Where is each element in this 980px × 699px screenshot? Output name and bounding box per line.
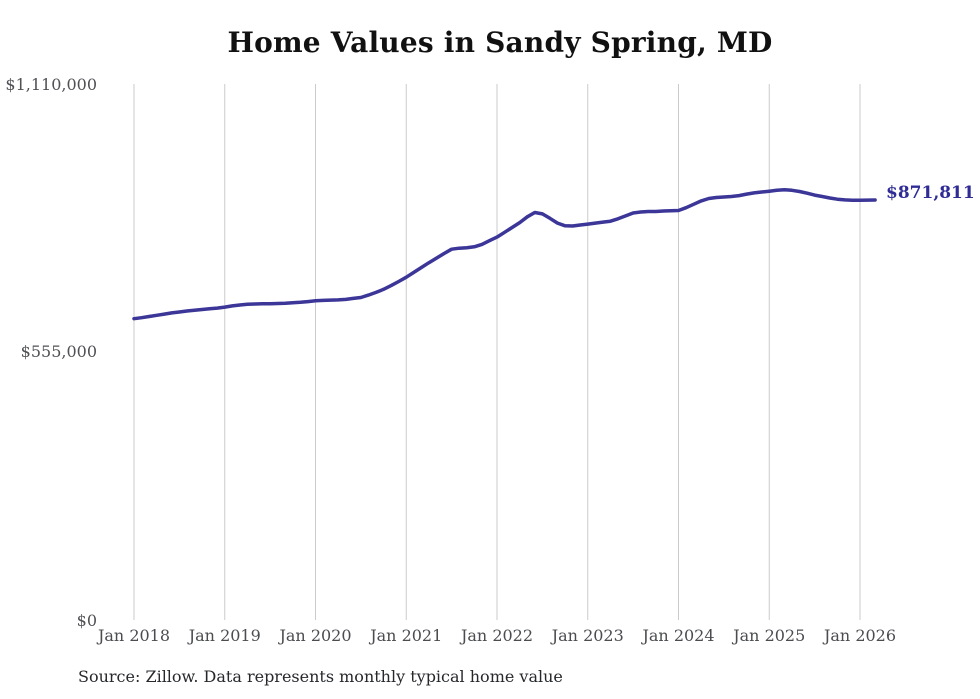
x-axis-label: Jan 2026: [823, 626, 897, 645]
y-axis-label-zero: $0: [76, 611, 97, 630]
x-axis-label: Jan 2019: [188, 626, 261, 645]
x-axis-label: Jan 2022: [460, 626, 534, 645]
x-axis-label: Jan 2021: [370, 626, 443, 645]
source-note: Source: Zillow. Data represents monthly …: [78, 667, 563, 686]
x-axis-label: Jan 2018: [97, 626, 171, 645]
x-axis-label: Jan 2020: [279, 626, 352, 645]
home-value-line: [132, 188, 877, 321]
current-value-label: $871,811: [886, 183, 975, 203]
x-axis-label: Jan 2023: [551, 626, 624, 645]
x-axis-label: Jan 2025: [733, 626, 806, 645]
y-axis-label-mid: $555,000: [20, 342, 97, 361]
x-axis-label: Jan 2024: [642, 626, 715, 645]
y-axis-label-max: $1,110,000: [5, 75, 97, 94]
chart-title: Home Values in Sandy Spring, MD: [227, 26, 773, 59]
